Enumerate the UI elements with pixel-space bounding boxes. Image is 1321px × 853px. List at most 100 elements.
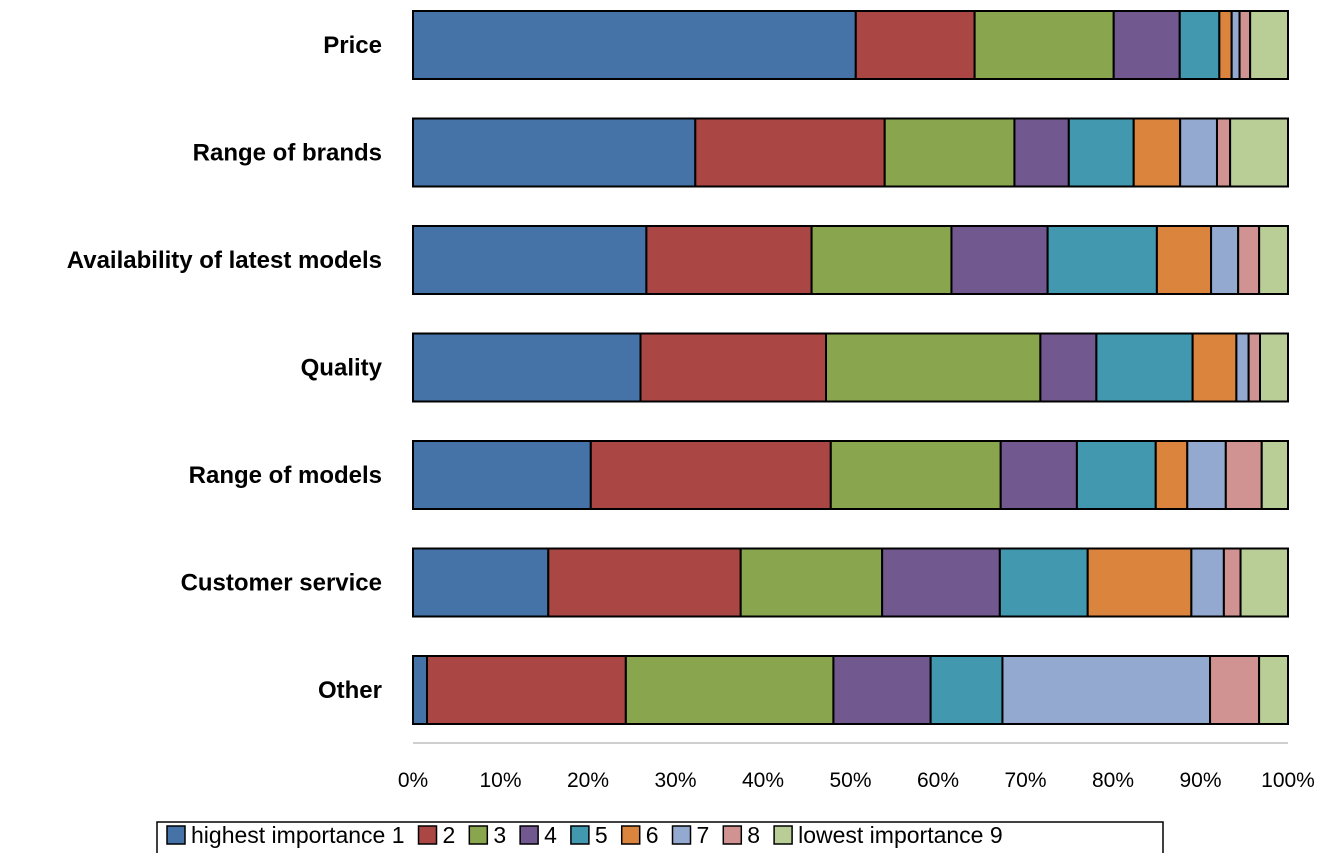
x-tick-label: 50% xyxy=(829,769,871,792)
x-tick-label: 90% xyxy=(1179,769,1221,792)
legend-swatch xyxy=(166,825,186,845)
x-tick-label: 100% xyxy=(1261,769,1315,792)
bar-segment xyxy=(1039,332,1098,403)
x-tick-label: 0% xyxy=(398,769,428,792)
bar-segment xyxy=(829,440,1002,510)
bar-segment xyxy=(1247,332,1262,403)
legend-label: 6 xyxy=(646,822,659,848)
legend-swatch xyxy=(468,825,489,845)
x-tick-label: 40% xyxy=(742,769,784,792)
bar-segment xyxy=(645,225,813,295)
bar-segment xyxy=(1132,117,1182,188)
bar-segment xyxy=(1086,547,1193,618)
legend-swatch xyxy=(570,825,590,845)
bar-segment xyxy=(1186,440,1227,510)
bar-segment xyxy=(999,440,1078,510)
x-tick-label: 70% xyxy=(1004,769,1046,792)
bar-segment xyxy=(1155,225,1213,295)
bar-segment xyxy=(1258,225,1290,295)
bar-segment xyxy=(1095,332,1194,403)
category-label: Range of brands xyxy=(193,140,382,167)
bar-segment xyxy=(1239,547,1290,618)
x-tick-label: 20% xyxy=(567,769,609,792)
legend-swatch xyxy=(417,825,438,845)
bar-segment xyxy=(973,10,1115,80)
bar-segment xyxy=(950,225,1049,295)
bar-segment xyxy=(412,440,592,510)
legend-swatch xyxy=(519,825,539,845)
bar-segment xyxy=(1259,332,1289,403)
bar-segment xyxy=(1067,117,1135,188)
bar-segment xyxy=(1238,10,1252,80)
legend-label: highest importance 1 xyxy=(191,822,405,848)
bar-segment xyxy=(1215,117,1232,188)
legend-label: 2 xyxy=(443,822,456,848)
category-label: Other xyxy=(318,677,382,704)
category-label: Customer service xyxy=(181,570,382,597)
bar-segment xyxy=(1260,440,1289,510)
legend-label: lowest importance 9 xyxy=(798,822,1003,848)
bar-segment xyxy=(1112,10,1181,80)
bar-segment xyxy=(1075,440,1157,510)
bar-segment xyxy=(624,655,835,725)
bar-segment xyxy=(412,117,697,188)
legend-frame xyxy=(156,821,1164,853)
bar-segment xyxy=(929,655,1004,725)
legend-swatch xyxy=(620,825,641,845)
legend-label: 7 xyxy=(697,822,710,848)
bar-segment xyxy=(883,117,1016,188)
bar-segment xyxy=(1191,332,1238,403)
bar-segment xyxy=(1229,117,1290,188)
bar-segment xyxy=(694,117,886,188)
bar-segment xyxy=(739,547,884,618)
bar-segment xyxy=(412,655,429,725)
legend-swatch xyxy=(671,825,692,845)
category-label: Price xyxy=(323,32,382,59)
bar-segment xyxy=(589,440,832,510)
legend-swatch xyxy=(773,825,793,845)
category-labels: Price Range of brands Availability of late… xyxy=(67,32,383,704)
x-tick-label: 60% xyxy=(917,769,959,792)
bar-segment xyxy=(1178,10,1221,80)
legend-label: 3 xyxy=(493,822,506,848)
bar-segment xyxy=(1258,655,1289,725)
legend-swatch xyxy=(722,825,743,845)
category-label: Range of models xyxy=(189,462,382,489)
bar-segment xyxy=(1209,655,1261,725)
bar-segment xyxy=(1013,117,1070,188)
bar-segment xyxy=(1249,10,1290,80)
legend: highest importance 1 2 3 4 5 6 7 8 lowest import… xyxy=(156,821,1164,853)
bar-segment xyxy=(412,225,648,295)
bar-segment xyxy=(1218,10,1233,80)
bar-segment xyxy=(1237,225,1261,295)
bar-segment xyxy=(1210,225,1240,295)
bar-segment xyxy=(1179,117,1218,188)
x-tick-labels: 0% 10% 20% 30% 40% 50% 60% 70% 80% 90% 100% xyxy=(398,769,1315,792)
legend-label: 4 xyxy=(544,822,557,848)
bar-segment xyxy=(1190,547,1225,618)
bar-segment xyxy=(639,332,827,403)
bar-segment xyxy=(412,332,642,403)
legend-label: 5 xyxy=(595,822,608,848)
bar-segment xyxy=(881,547,1001,618)
bar-segment xyxy=(998,547,1089,618)
bar-segment xyxy=(832,655,932,725)
bars-group xyxy=(412,10,1290,725)
bar-segment xyxy=(1224,440,1263,510)
x-tick-label: 10% xyxy=(479,769,521,792)
bar-segment xyxy=(1001,655,1212,725)
category-label: Availability of latest models xyxy=(67,247,382,274)
legend-label: 8 xyxy=(747,822,760,848)
bar-segment xyxy=(825,332,1042,403)
x-tick-label: 80% xyxy=(1092,769,1134,792)
bar-segment xyxy=(1154,440,1189,510)
bar-segment xyxy=(412,10,857,80)
bar-segment xyxy=(412,547,550,618)
bar-segment xyxy=(810,225,953,295)
bar-segment xyxy=(1046,225,1158,295)
bar-segment xyxy=(547,547,742,618)
bar-segment xyxy=(1222,547,1242,618)
x-tick-label: 30% xyxy=(654,769,696,792)
bar-segment xyxy=(426,655,627,725)
